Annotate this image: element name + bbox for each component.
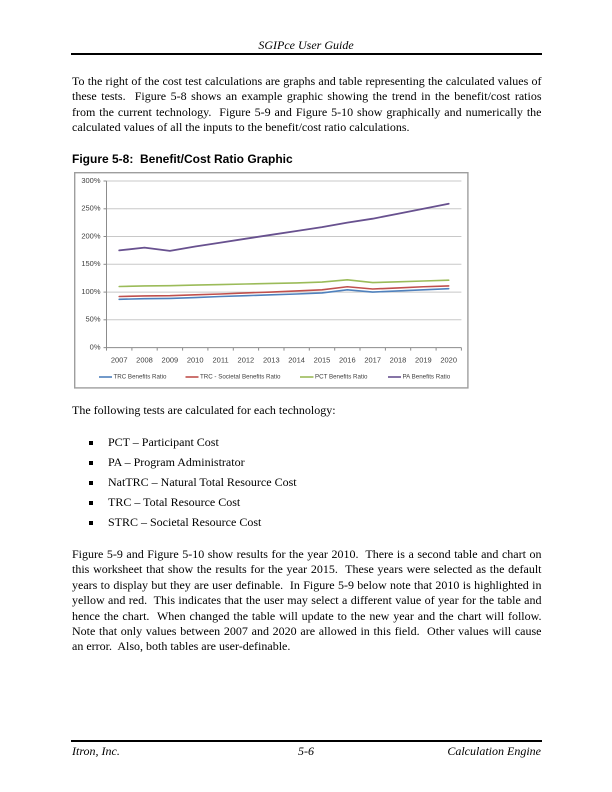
svg-text:2014: 2014 [288, 356, 305, 365]
svg-text:100%: 100% [81, 287, 101, 296]
svg-text:TRC Benefits Ratio: TRC Benefits Ratio [114, 374, 168, 381]
svg-text:2017: 2017 [364, 356, 381, 365]
svg-text:PCT Benefits Ratio: PCT Benefits Ratio [315, 374, 368, 381]
svg-text:2007: 2007 [111, 356, 128, 365]
svg-text:200%: 200% [81, 231, 101, 240]
svg-text:TRC - Societal Benefits Ratio: TRC - Societal Benefits Ratio [200, 374, 281, 381]
svg-text:2012: 2012 [238, 356, 255, 365]
svg-text:2013: 2013 [263, 356, 280, 365]
svg-text:2015: 2015 [314, 356, 331, 365]
svg-text:250%: 250% [81, 204, 101, 213]
svg-text:2010: 2010 [187, 356, 204, 365]
svg-text:2011: 2011 [213, 356, 229, 365]
svg-text:300%: 300% [81, 176, 101, 185]
svg-text:PA Benefits Ratio: PA Benefits Ratio [403, 374, 451, 381]
svg-text:2018: 2018 [390, 356, 407, 365]
svg-text:2008: 2008 [136, 356, 153, 365]
svg-text:50%: 50% [85, 315, 100, 324]
svg-text:2009: 2009 [162, 356, 179, 365]
svg-text:2016: 2016 [339, 356, 356, 365]
svg-text:2020: 2020 [440, 356, 457, 365]
svg-text:2019: 2019 [415, 356, 432, 365]
svg-text:0%: 0% [90, 342, 101, 351]
svg-text:150%: 150% [81, 259, 101, 268]
